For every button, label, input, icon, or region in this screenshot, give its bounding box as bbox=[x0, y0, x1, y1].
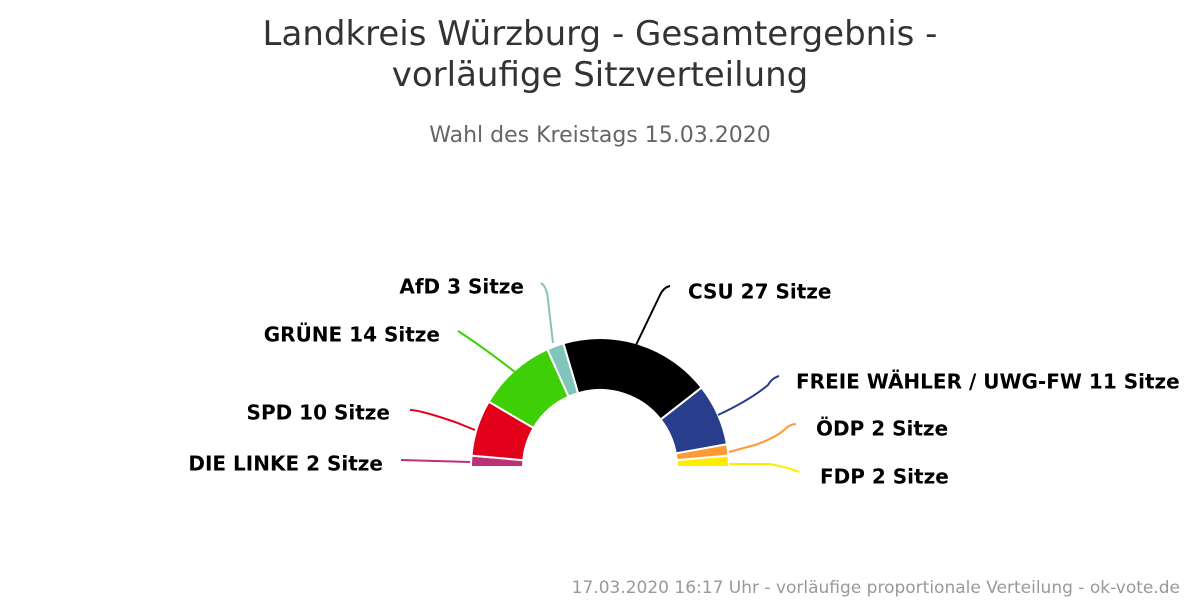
connector-oedp bbox=[728, 423, 797, 453]
label-spd: SPD 10 Sitze bbox=[247, 401, 390, 425]
chart-title: Landkreis Würzburg - Gesamtergebnis - vo… bbox=[262, 14, 938, 95]
label-fdp: FDP 2 Sitze bbox=[820, 465, 949, 489]
slice-fdp bbox=[675, 454, 731, 468]
connector-csu bbox=[635, 285, 671, 346]
slice-labels: DIE LINKE 2 Sitze SPD 10 Sitze GRÜNE 14 Si… bbox=[188, 275, 1179, 489]
connector-gruene bbox=[457, 330, 516, 373]
label-die-linke: DIE LINKE 2 Sitze bbox=[188, 452, 383, 476]
connector-afd bbox=[540, 282, 554, 344]
label-gruene: GRÜNE 14 Sitze bbox=[264, 323, 440, 347]
chart-footer: 17.03.2020 16:17 Uhr - vorläufige propor… bbox=[571, 578, 1180, 598]
label-oedp: ÖDP 2 Sitze bbox=[816, 417, 948, 441]
connector-freie-waehler-uwg-fw bbox=[717, 375, 780, 416]
connector-spd bbox=[409, 409, 476, 431]
label-afd: AfD 3 Sitze bbox=[399, 275, 524, 299]
chart-subtitle: Wahl des Kreistags 15.03.2020 bbox=[429, 123, 771, 148]
chart-slices bbox=[469, 337, 731, 468]
connector-fdp bbox=[729, 463, 800, 473]
connector-die-linke bbox=[400, 459, 471, 463]
label-csu: CSU 27 Sitze bbox=[688, 280, 831, 304]
label-connectors bbox=[400, 282, 800, 473]
label-freie-waehler-uwg-fw: FREIE WÄHLER / UWG-FW 11 Sitze bbox=[796, 370, 1180, 394]
